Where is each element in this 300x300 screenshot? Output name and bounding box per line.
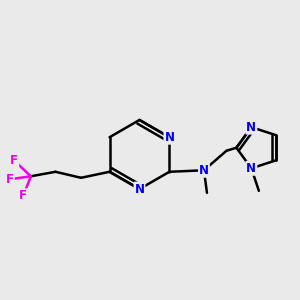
Text: N: N: [199, 164, 209, 177]
Text: F: F: [10, 154, 18, 167]
Text: N: N: [246, 162, 256, 175]
Text: N: N: [246, 121, 256, 134]
Text: F: F: [19, 189, 27, 202]
Text: F: F: [6, 173, 14, 186]
Text: N: N: [164, 131, 174, 144]
Text: N: N: [134, 183, 145, 196]
